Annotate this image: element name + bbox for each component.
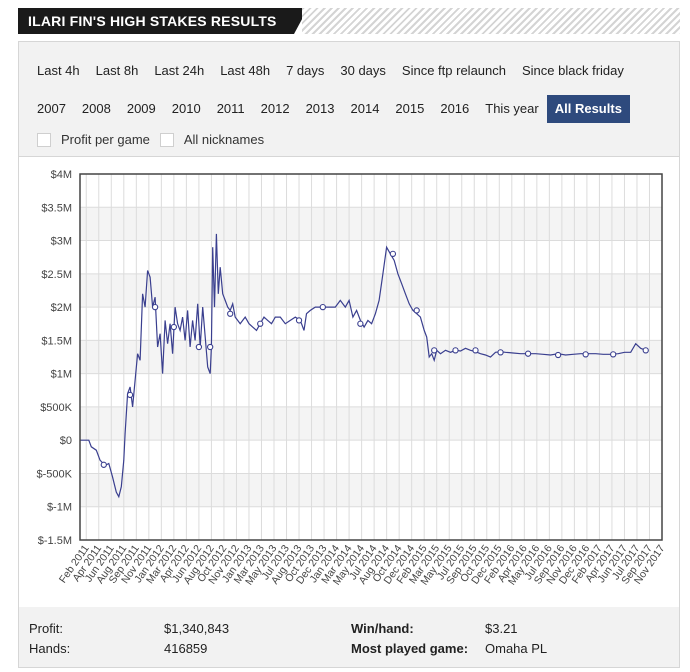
all-nicknames-option[interactable]: All nicknames — [159, 132, 265, 147]
results-chart-svg: $4M $3.5M $3M $2.5M $2M $1.5M $1M $500K $0 $-500K… — [37, 169, 668, 588]
profit-per-game-option[interactable]: Profit per game — [37, 132, 150, 147]
page-header: ILARI FIN'S HIGH STAKES RESULTS — [18, 8, 680, 34]
results-panel: Last 4h Last 8h Last 24h Last 48h 7 days 30 d… — [18, 41, 680, 668]
chart-band — [80, 473, 662, 507]
filter-7-days-button[interactable]: 7 days — [286, 63, 325, 78]
filter-last-24h-button[interactable]: Last 24h — [154, 63, 205, 78]
chart-band — [80, 207, 662, 241]
filter-last-8h-button[interactable]: Last 8h — [95, 63, 139, 78]
chart-band — [80, 406, 662, 441]
filter-all-results-button[interactable]: All Results — [546, 95, 630, 123]
y-tick-label: $1.5M — [41, 335, 72, 347]
series-marker — [257, 320, 264, 327]
profit-value: $1,340,843 — [164, 621, 230, 636]
winhand-value: $3.21 — [485, 621, 518, 636]
filter-2013-button[interactable]: 2013 — [305, 101, 335, 116]
profit-label: Profit: — [29, 621, 63, 636]
series-marker — [610, 351, 617, 358]
filter-row-periods: Last 4h Last 8h Last 24h Last 48h 7 days 30 d… — [29, 52, 632, 90]
filter-30-days-button[interactable]: 30 days — [340, 63, 386, 78]
game-label: Most played game: — [351, 641, 469, 656]
series-marker — [524, 350, 532, 357]
y-tick-label: $2M — [51, 302, 72, 314]
checkbox-group: Profit per game All nicknames — [37, 132, 274, 147]
filter-last-4h-button[interactable]: Last 4h — [37, 63, 80, 78]
series-marker — [357, 320, 364, 327]
series-marker — [452, 347, 459, 354]
profit-per-game-checkbox[interactable] — [37, 132, 51, 147]
series-marker — [413, 307, 420, 314]
plot-border — [79, 173, 663, 541]
chart-band — [80, 273, 662, 308]
y-tick-label: $2.5M — [41, 269, 72, 281]
y-tick-label: $4M — [51, 169, 72, 181]
header-stripes — [302, 8, 680, 34]
chart-band — [80, 174, 662, 208]
series-marker — [582, 351, 589, 358]
all-nicknames-label: All nicknames — [183, 132, 265, 147]
series-marker — [227, 310, 234, 317]
y-tick-label: $3M — [51, 236, 72, 248]
series-marker — [472, 347, 479, 354]
filter-row-years: 2007 2008 2009 2010 2011 2012 2013 2014 2015 2016… — [29, 90, 632, 128]
filter-2010-button[interactable]: 2010 — [171, 101, 201, 116]
y-tick-label: $-1M — [47, 502, 72, 514]
series-marker — [295, 317, 303, 324]
series-marker — [642, 347, 649, 354]
filter-2012-button[interactable]: 2012 — [260, 101, 290, 116]
filter-bar: Last 4h Last 8h Last 24h Last 48h 7 days 30 d… — [29, 52, 632, 128]
hands-value: 416859 — [164, 641, 208, 656]
profit-per-game-label: Profit per game — [61, 132, 150, 147]
chart-band — [80, 440, 662, 474]
y-tick-label: $-500K — [37, 468, 73, 480]
hands-label: Hands: — [29, 641, 71, 656]
filter-2014-button[interactable]: 2014 — [350, 101, 380, 116]
series-marker — [100, 461, 107, 468]
series-marker — [497, 349, 504, 356]
filter-2011-button[interactable]: 2011 — [216, 101, 245, 116]
stats-panel: Profit: $1,340,843 Hands: 416859 Win/han… — [19, 607, 679, 667]
chart-band — [80, 340, 662, 374]
filter-2015-button[interactable]: 2015 — [395, 101, 425, 116]
y-tick-label: $1M — [51, 369, 72, 381]
page-title: ILARI FIN'S HIGH STAKES RESULTS — [18, 8, 294, 34]
y-tick-label: $-1.5M — [38, 535, 72, 547]
y-tick-label: $500K — [40, 402, 72, 414]
all-nicknames-checkbox[interactable] — [159, 132, 174, 147]
chart-band — [80, 373, 662, 407]
filter-2009-button[interactable]: 2009 — [126, 101, 156, 116]
filter-2016-button[interactable]: 2016 — [440, 101, 470, 116]
y-tick-label: $3.5M — [41, 202, 72, 214]
series-marker — [207, 343, 214, 351]
series-marker — [195, 343, 203, 351]
filter-since-ftp-relaunch-button[interactable]: Since ftp relaunch — [401, 63, 506, 78]
series-marker — [126, 391, 134, 399]
chart-band — [80, 240, 662, 274]
filter-last-48h-button[interactable]: Last 48h — [220, 63, 271, 78]
results-chart: $4M $3.5M $3M $2.5M $2M $1.5M $1M $500K $0 $-500K… — [19, 156, 679, 608]
game-value: Omaha PL — [485, 641, 548, 656]
chart-band — [80, 506, 662, 540]
y-tick-label: $0 — [60, 435, 72, 447]
filter-since-black-friday-button[interactable]: Since black friday — [522, 63, 624, 78]
series-marker — [554, 351, 562, 359]
winhand-label: Win/hand: — [351, 621, 414, 636]
series-marker — [431, 347, 438, 354]
series-marker — [170, 323, 178, 331]
series-marker — [319, 303, 326, 311]
filter-2007-button[interactable]: 2007 — [37, 101, 66, 116]
filter-2008-button[interactable]: 2008 — [81, 101, 111, 116]
series-marker — [151, 303, 159, 311]
series-marker — [389, 250, 397, 258]
filter-this-year-button[interactable]: This year — [485, 101, 539, 116]
